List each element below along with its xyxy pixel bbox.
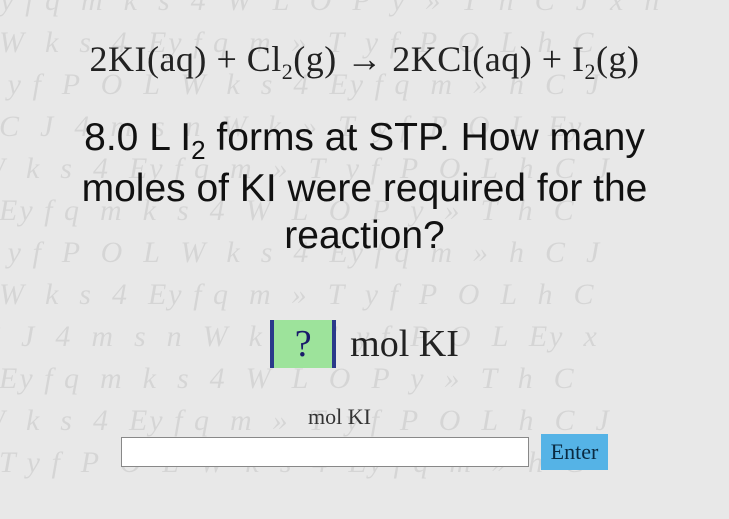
eq-rhs2: I (572, 39, 585, 79)
eq-rhs1-state: (aq) (472, 39, 532, 79)
eq-rhs1-coef: 2 (392, 39, 411, 79)
answer-input[interactable] (121, 437, 529, 467)
question-sub: 2 (191, 135, 205, 165)
eq-plus1: + (207, 39, 247, 79)
input-controls: Enter (121, 434, 609, 470)
answer-line: ? mol KI (0, 320, 729, 368)
answer-unit: mol KI (350, 322, 459, 366)
eq-plus2: + (532, 39, 572, 79)
enter-button[interactable]: Enter (541, 434, 609, 470)
eq-lhs2-sub: 2 (282, 59, 294, 84)
eq-lhs2-state: (g) (293, 39, 336, 79)
eq-rhs2-sub: 2 (585, 59, 597, 84)
input-label: mol KI (308, 404, 371, 430)
eq-rhs1: KCl (411, 39, 473, 79)
input-section: mol KI Enter (0, 404, 729, 470)
eq-lhs1: KI (108, 39, 147, 79)
eq-lhs1-state: (aq) (147, 39, 207, 79)
content: 2KI(aq) + Cl2(g) → 2KCl(aq) + I2(g) 8.0 … (0, 0, 729, 519)
question-text: 8.0 L I2 forms at STP. How many moles of… (60, 115, 669, 260)
answer-blank[interactable]: ? (270, 320, 336, 368)
eq-rhs2-state: (g) (596, 39, 639, 79)
chemical-equation: 2KI(aq) + Cl2(g) → 2KCl(aq) + I2(g) (0, 0, 729, 85)
eq-lhs2: Cl (247, 39, 282, 79)
eq-lhs1-coef: 2 (89, 39, 108, 79)
eq-arrow: → (337, 39, 393, 79)
question-pre: 8.0 L I (84, 116, 191, 159)
